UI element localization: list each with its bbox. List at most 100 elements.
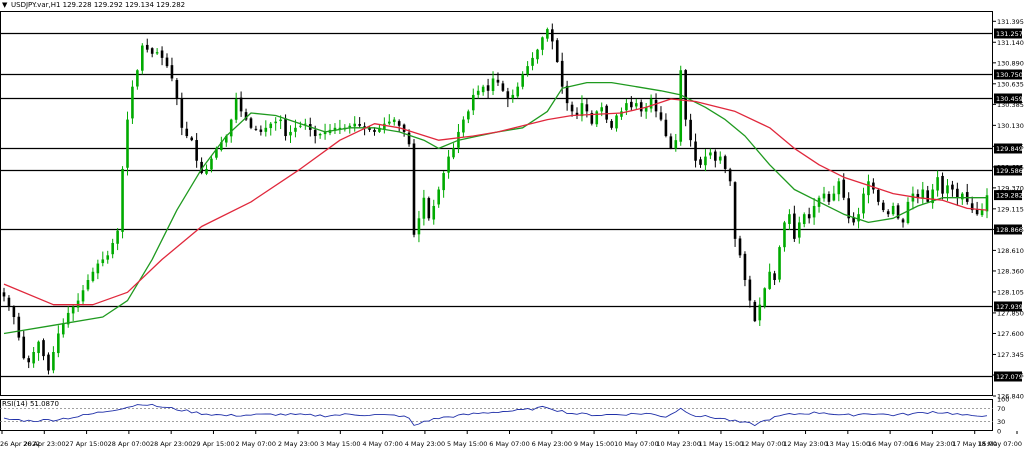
candle-body (57, 333, 60, 354)
candle-body (521, 74, 524, 87)
candle-body (728, 169, 732, 182)
candle-body (353, 123, 357, 127)
candle-body (442, 173, 445, 191)
candle-body (215, 148, 218, 158)
rsi-tick-label: 30 (997, 418, 1005, 426)
candle-body (476, 90, 480, 95)
candle-body (906, 201, 910, 223)
level-price-label: 130.459 (996, 95, 1023, 103)
candle-body (32, 351, 35, 364)
candle-body (299, 125, 302, 127)
candle-body (47, 354, 50, 371)
candle-body (96, 263, 100, 274)
candle-body (837, 181, 841, 195)
rsi-tick-label: 0 (997, 428, 1001, 436)
candle-body (827, 193, 831, 202)
x-tick-label: 16 May 07:00 (868, 440, 913, 448)
candle-body (462, 119, 465, 133)
candle-body (852, 217, 855, 223)
x-tick-label: 10 May 23:00 (656, 440, 701, 448)
candle-body (318, 133, 322, 136)
x-tick-label: 28 Apr 23:00 (150, 440, 192, 448)
candle-body (546, 29, 549, 39)
candle-body (417, 218, 421, 235)
candle-body (491, 78, 495, 91)
candle-body (714, 151, 717, 161)
candle-body (921, 189, 925, 199)
x-tick-label: 28 Apr 07:00 (108, 440, 150, 448)
candle-body (807, 214, 811, 219)
moving-average-slow-line (3, 98, 988, 306)
candle-body (980, 210, 984, 216)
candle-body (422, 197, 426, 219)
candle-body (946, 185, 949, 194)
candle-body (229, 119, 233, 137)
x-tick-label: 6 May 23:00 (532, 440, 572, 448)
candle-body (704, 156, 707, 166)
price-plot-frame (0, 11, 993, 396)
candle-body (985, 195, 989, 212)
candle-body (348, 125, 352, 128)
candle-body (363, 126, 366, 128)
candle-body (333, 127, 337, 131)
candle-body (141, 45, 144, 71)
candle-body (27, 358, 30, 363)
candle-body (121, 168, 124, 232)
candle-body (313, 129, 317, 137)
level-price-label: 128.866 (996, 226, 1023, 234)
candle-body (709, 152, 712, 156)
candle-body (427, 198, 431, 219)
candle-body (131, 86, 134, 119)
candle-body (664, 119, 668, 137)
candle-body (447, 156, 450, 173)
candle-body (877, 189, 880, 202)
candle-body (575, 112, 579, 116)
candle-body (175, 80, 179, 100)
candle-body (881, 202, 885, 211)
candle-body (7, 297, 11, 307)
candle-body (71, 306, 75, 314)
candle-body (323, 131, 327, 135)
candle-body (605, 105, 608, 120)
x-tick-label: 4 May 23:00 (405, 440, 445, 448)
y-tick-label: 131.395 (997, 18, 1024, 26)
candle-body (284, 118, 287, 137)
level-price-box (994, 371, 1022, 382)
candle-body (551, 29, 554, 42)
candle-body (150, 48, 154, 54)
candle-body (531, 57, 534, 66)
candle-body (679, 70, 683, 142)
candle-body (264, 127, 268, 132)
candle-body (570, 104, 574, 112)
candle-body (274, 121, 277, 124)
candle-body (383, 123, 386, 130)
candle-body (402, 124, 406, 132)
candle-body (634, 103, 638, 107)
level-price-label: 129.849 (996, 145, 1023, 153)
header-arrow-icon[interactable]: ▼ (2, 1, 8, 9)
candle-body (210, 158, 213, 170)
candle-body (560, 60, 564, 87)
y-tick-label: 128.105 (997, 288, 1024, 296)
rsi-plot-frame (0, 399, 993, 431)
candle-body (555, 40, 559, 63)
candle-body (52, 351, 55, 371)
candle-body (259, 129, 263, 132)
x-tick-label: 29 Apr 15:00 (192, 440, 234, 448)
candle-body (185, 128, 189, 137)
candle-body (536, 49, 539, 60)
candle-body (936, 177, 939, 191)
x-tick-label: 17 May 15:00 (952, 440, 997, 448)
candle-body (387, 121, 391, 124)
candle-body (610, 120, 613, 128)
candle-body (689, 119, 692, 141)
level-price-box (994, 69, 1022, 80)
candle-body (22, 336, 26, 359)
candle-body (565, 85, 569, 104)
x-tick-label: 18 May 07:00 (977, 440, 1022, 448)
candle-body (718, 156, 722, 161)
candle-body (407, 132, 411, 145)
